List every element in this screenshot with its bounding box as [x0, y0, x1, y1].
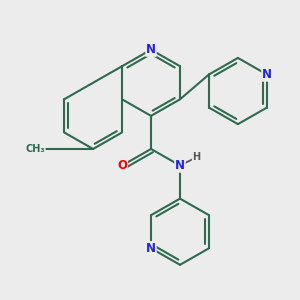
Text: N: N — [146, 242, 156, 255]
Text: N: N — [262, 68, 272, 81]
Text: CH₃: CH₃ — [26, 144, 45, 154]
Text: N: N — [146, 43, 156, 56]
Text: N: N — [175, 159, 185, 172]
Text: O: O — [117, 159, 127, 172]
Text: H: H — [193, 152, 201, 162]
